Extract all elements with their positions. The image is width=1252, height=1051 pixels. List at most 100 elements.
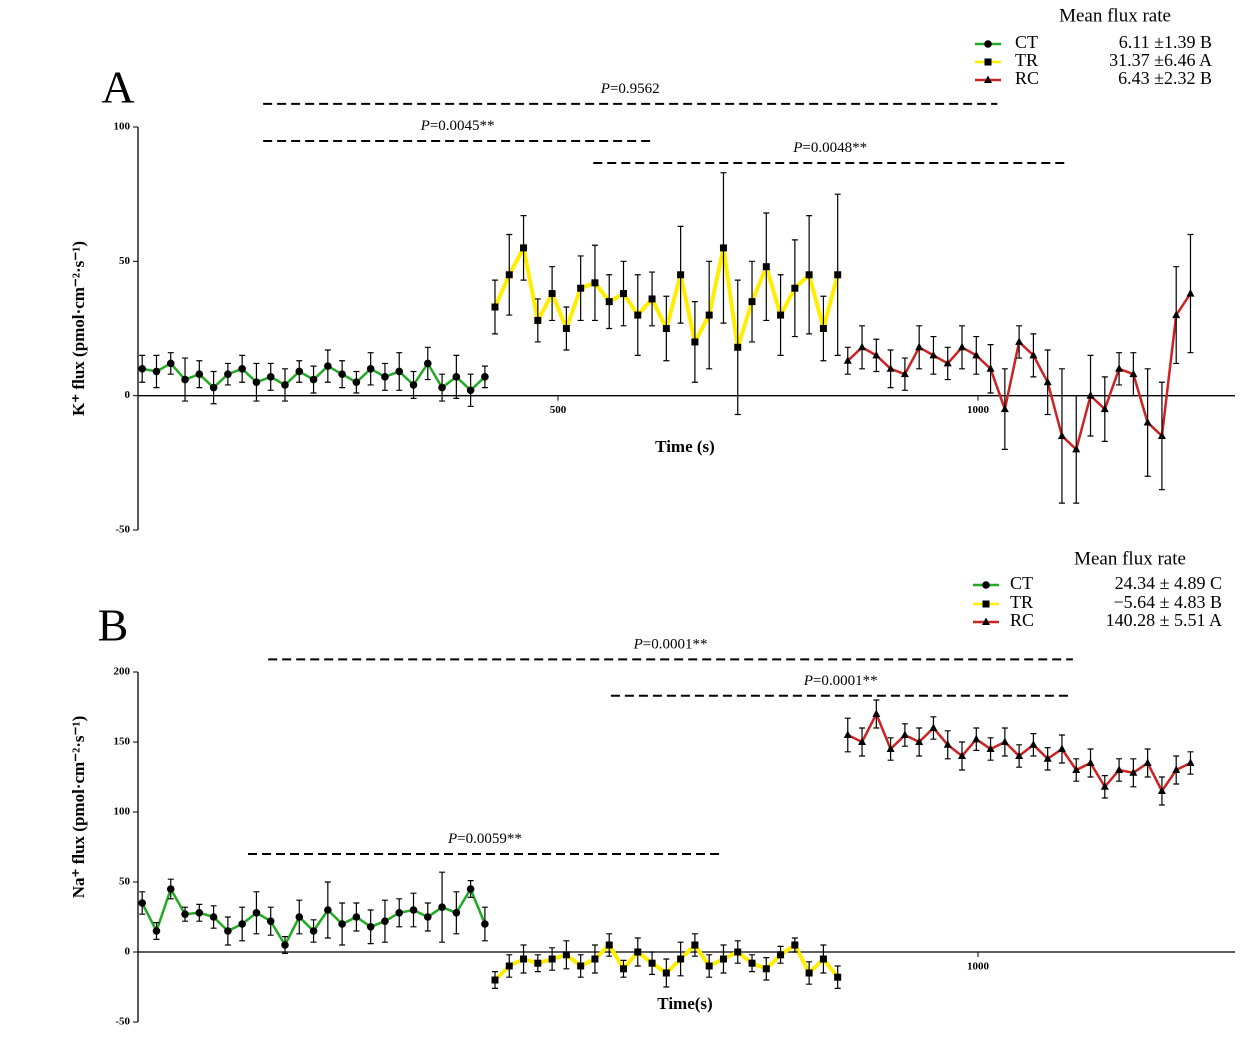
y-tick-label: 0 bbox=[125, 389, 131, 401]
marker bbox=[381, 373, 389, 381]
legend-mean: −5.64 ± 4.83 B bbox=[1113, 592, 1222, 612]
x-tick-label: 500 bbox=[550, 404, 567, 416]
marker bbox=[872, 709, 881, 717]
marker bbox=[138, 365, 146, 373]
series-line bbox=[846, 292, 1192, 452]
marker bbox=[1143, 418, 1152, 426]
marker bbox=[366, 923, 375, 931]
marker bbox=[719, 244, 727, 252]
marker bbox=[166, 885, 175, 893]
marker bbox=[748, 959, 756, 967]
x-axis-title: Time(s) bbox=[657, 994, 712, 1013]
marker bbox=[266, 917, 275, 925]
marker bbox=[152, 927, 161, 935]
legend-mean: 24.34 ± 4.89 C bbox=[1115, 573, 1222, 593]
marker bbox=[591, 279, 599, 287]
marker bbox=[438, 903, 446, 911]
marker bbox=[195, 370, 204, 378]
marker bbox=[662, 325, 670, 332]
marker bbox=[423, 359, 432, 368]
marker bbox=[252, 909, 261, 917]
marker bbox=[777, 311, 785, 319]
marker bbox=[762, 965, 770, 973]
y-tick-label: -50 bbox=[115, 524, 130, 536]
marker bbox=[466, 386, 475, 395]
panel-label: A bbox=[101, 62, 134, 113]
marker bbox=[748, 298, 756, 306]
marker bbox=[791, 941, 799, 949]
marker bbox=[309, 927, 318, 935]
marker bbox=[1029, 350, 1038, 359]
marker bbox=[1000, 737, 1009, 745]
marker bbox=[152, 367, 161, 376]
significance-label: P=0.0048** bbox=[792, 140, 867, 156]
legend-name: RC bbox=[1015, 68, 1039, 88]
marker bbox=[677, 955, 685, 963]
marker bbox=[1072, 444, 1081, 453]
marker bbox=[1129, 768, 1138, 776]
marker bbox=[562, 325, 570, 332]
panel-label: B bbox=[98, 600, 129, 651]
marker bbox=[1143, 758, 1152, 766]
marker bbox=[224, 927, 232, 935]
marker bbox=[691, 941, 699, 949]
marker bbox=[915, 737, 924, 745]
marker bbox=[929, 723, 938, 731]
marker bbox=[929, 350, 938, 359]
marker bbox=[943, 358, 952, 367]
x-tick-label: 1000 bbox=[967, 961, 990, 973]
marker bbox=[181, 375, 189, 384]
marker bbox=[577, 962, 585, 970]
marker bbox=[719, 955, 727, 963]
legend-marker bbox=[982, 617, 990, 625]
marker bbox=[224, 370, 232, 378]
legend-mean: 140.28 ± 5.51 A bbox=[1106, 610, 1222, 630]
marker bbox=[352, 913, 361, 921]
marker bbox=[1115, 765, 1124, 773]
marker bbox=[900, 369, 909, 378]
y-tick-label: -50 bbox=[115, 1016, 130, 1028]
marker bbox=[520, 244, 528, 252]
marker bbox=[1172, 310, 1181, 319]
marker bbox=[1072, 765, 1081, 773]
marker bbox=[534, 316, 542, 324]
legend-name: CT bbox=[1015, 32, 1038, 52]
marker bbox=[986, 364, 995, 372]
marker bbox=[1100, 404, 1109, 413]
marker bbox=[491, 976, 499, 984]
marker bbox=[181, 910, 189, 918]
marker bbox=[548, 955, 556, 963]
marker bbox=[577, 284, 585, 292]
marker bbox=[138, 899, 146, 907]
marker bbox=[238, 365, 246, 373]
marker bbox=[481, 373, 489, 381]
x-tick-label: 1000 bbox=[967, 404, 990, 416]
legend-mean: 6.11 ±1.39 B bbox=[1119, 32, 1212, 52]
marker bbox=[295, 367, 304, 376]
marker bbox=[209, 383, 218, 392]
marker bbox=[166, 359, 175, 368]
marker bbox=[819, 325, 827, 332]
marker bbox=[858, 342, 867, 351]
marker bbox=[843, 730, 852, 738]
marker bbox=[705, 962, 713, 970]
marker bbox=[958, 751, 967, 759]
marker bbox=[1043, 754, 1052, 762]
marker bbox=[423, 913, 432, 921]
legend-marker bbox=[984, 40, 992, 48]
marker bbox=[252, 378, 261, 387]
marker bbox=[872, 350, 881, 359]
marker bbox=[238, 920, 246, 928]
y-tick-label: 100 bbox=[114, 121, 131, 133]
marker bbox=[972, 734, 981, 743]
marker bbox=[677, 271, 685, 279]
marker bbox=[1186, 289, 1195, 297]
legend-name: TR bbox=[1010, 592, 1033, 612]
significance-label: P=0.0059** bbox=[447, 831, 522, 847]
legend-marker bbox=[982, 581, 990, 589]
marker bbox=[1086, 758, 1095, 766]
marker bbox=[900, 730, 909, 738]
marker bbox=[805, 271, 813, 279]
marker bbox=[777, 951, 785, 959]
legend-title: Mean flux rate bbox=[1059, 5, 1171, 26]
